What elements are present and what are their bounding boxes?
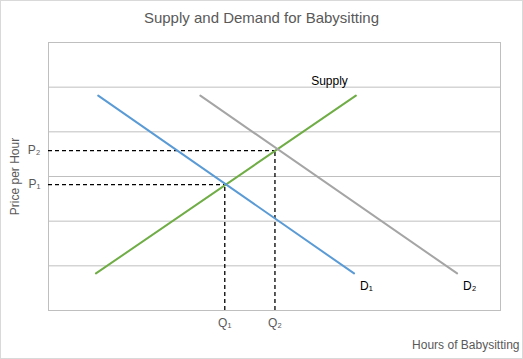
svg-text:P₂: P₂ [28,143,41,157]
svg-text:D₁: D₁ [360,279,373,293]
svg-text:Price per Hour: Price per Hour [8,138,22,215]
svg-text:Q₂: Q₂ [268,316,282,330]
svg-text:Q₁: Q₁ [218,316,231,330]
svg-text:D₂: D₂ [463,279,477,293]
svg-text:Hours of Babysitting: Hours of Babysitting [412,338,519,352]
svg-text:P₁: P₁ [28,177,40,191]
html-text:Supply and Demand for Babysitt: Supply and Demand for Babysitting [143,9,380,26]
svg-text:Supply: Supply [311,74,348,88]
